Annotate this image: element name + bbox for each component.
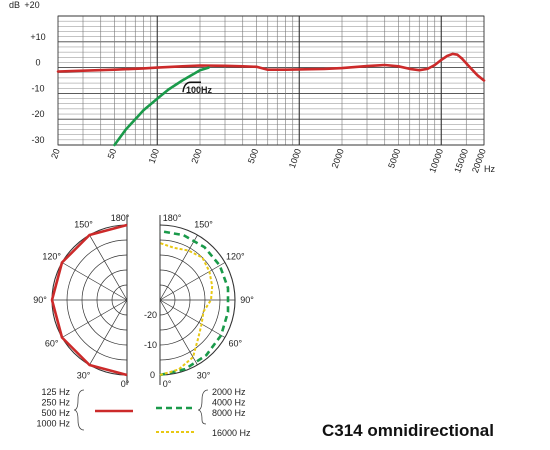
legend-label: 500 Hz xyxy=(41,408,70,418)
polar-angle-label-left: 30° xyxy=(77,370,91,380)
legend-label: 250 Hz xyxy=(41,398,70,408)
legend-label: 2000 Hz xyxy=(212,387,246,397)
y-tick-label: +20 xyxy=(24,0,39,10)
polar-angle-label-right: 180° xyxy=(163,213,182,223)
polar-angle-label-left: 60° xyxy=(45,339,59,349)
legend-label: 16000 Hz xyxy=(212,428,251,438)
plot-frame xyxy=(57,15,485,146)
polar-spoke xyxy=(89,234,128,301)
x-tick-label: 1000 xyxy=(287,147,303,169)
polar-radial-label: -20 xyxy=(144,310,157,320)
polar-left-half xyxy=(51,215,128,385)
highpass-annotation-label: 100Hz xyxy=(186,85,213,95)
highpass-symbol-icon xyxy=(182,81,202,93)
polar-curve-solid xyxy=(50,223,128,377)
x-tick-label: 200 xyxy=(189,147,204,165)
polar-pattern-chart: 180° 180° 150° 150° 120° 120° 90° 90° 60° 60° 30° 3… xyxy=(33,213,254,389)
frequency-grid xyxy=(57,15,485,146)
x-tick-label: 500 xyxy=(246,147,261,165)
polar-angle-label-right: 90° xyxy=(240,295,254,305)
polar-angle-label-right: 120° xyxy=(226,252,245,262)
x-tick-label: 10000 xyxy=(427,147,445,174)
response-curve xyxy=(56,52,486,82)
polar-radial-label: -10 xyxy=(144,340,157,350)
polar-spoke xyxy=(61,299,128,338)
y-tick-label: 0 xyxy=(35,58,40,68)
y-tick-label: -30 xyxy=(31,135,44,145)
frequency-x-ticks: 20 50 100 200 500 1000 2000 5000 10000 15000 20000 xyxy=(49,147,488,174)
y-axis-unit: dB xyxy=(9,0,20,10)
polar-spoke xyxy=(159,299,226,338)
legend-label: 1000 Hz xyxy=(36,419,70,429)
polar-curve-dotted xyxy=(159,242,214,376)
y-tick-label: -10 xyxy=(31,83,44,93)
polar-spoke xyxy=(159,299,198,366)
polar-angle-labels: 180° 180° 150° 150° 120° 120° 90° 90° 60° 60° 30° 3… xyxy=(33,213,254,389)
polar-spoke xyxy=(89,299,128,366)
polar-angle-label-right: 0° xyxy=(163,379,172,389)
legend-label: 8000 Hz xyxy=(212,408,246,418)
polar-angle-label-right: 150° xyxy=(194,220,213,230)
polar-angle-label-left: 120° xyxy=(42,252,61,262)
x-tick-label: 15000 xyxy=(452,147,470,174)
frequency-y-ticks: +20 +10 0 -10 -20 -30 xyxy=(24,0,45,145)
legend-label: 125 Hz xyxy=(41,387,70,397)
polar-angle-label-left: 180° xyxy=(111,213,130,223)
polar-radial-label: 0 xyxy=(150,370,155,380)
polar-spoke xyxy=(159,234,198,301)
y-tick-label: -20 xyxy=(31,109,44,119)
x-axis-unit: Hz xyxy=(484,164,495,174)
x-tick-label: 2000 xyxy=(330,147,346,169)
x-tick-label: 20 xyxy=(49,147,62,160)
polar-series xyxy=(50,223,230,377)
polar-angle-label-left: 150° xyxy=(74,220,93,230)
polar-right-half xyxy=(159,215,236,385)
x-tick-label: 50 xyxy=(106,147,119,160)
polar-angle-label-left: 0° xyxy=(121,379,130,389)
x-tick-label: 100 xyxy=(147,147,162,165)
legend-label: 4000 Hz xyxy=(212,398,246,408)
polar-angle-label-left: 90° xyxy=(33,295,47,305)
legend-brace xyxy=(197,389,209,425)
frequency-response-chart: +20 +10 0 -10 -20 -30 20 50 100 200 500 1000 2000 50… xyxy=(9,0,495,174)
polar-spoke xyxy=(61,262,128,301)
polar-spoke xyxy=(159,262,226,301)
chart-title: C314 omnidirectional xyxy=(322,421,494,440)
x-tick-label: 5000 xyxy=(386,147,402,169)
legend-brace xyxy=(73,389,85,431)
frequency-series xyxy=(56,52,486,147)
polar-curve-dashed xyxy=(159,229,230,377)
polar-angle-label-right: 60° xyxy=(229,339,243,349)
polar-angle-label-right: 30° xyxy=(197,370,211,380)
highpass-annotation: 100Hz xyxy=(182,81,213,95)
y-tick-label: +10 xyxy=(30,32,45,42)
highpass-curve xyxy=(113,66,210,147)
